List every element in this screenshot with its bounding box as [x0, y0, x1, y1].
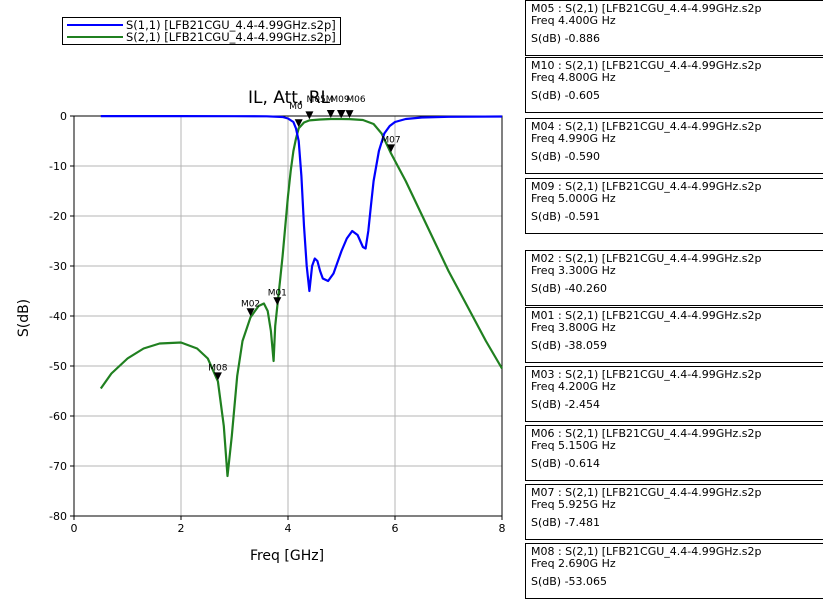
marker-label-m07: M07	[381, 135, 400, 145]
marker-readout-value: S(dB) -2.454	[531, 398, 601, 411]
marker-readout-value: S(dB) -0.886	[531, 32, 601, 45]
x-tick-label: 4	[285, 522, 292, 535]
marker-readout-value: S(dB) -0.591	[531, 210, 601, 223]
y-tick-label: -60	[49, 410, 67, 423]
marker-label-m08: M08	[208, 363, 227, 373]
marker-readout-header: M02 : S(2,1) [LFB21CGU_4.4-4.99GHz.s2p	[531, 252, 762, 265]
series-line-s21	[99, 117, 503, 478]
marker-overlap-label: M05M	[307, 95, 334, 105]
marker-readout-freq: Freq 5.150G Hz	[531, 439, 616, 452]
marker-readout-box: M05 : S(2,1) [LFB21CGU_4.4-4.99GHz.s2p Fr…	[525, 0, 823, 56]
x-tick-label: 2	[178, 522, 185, 535]
marker-triangle-m08	[213, 372, 222, 381]
legend-entry-s21: S(2,1) [LFB21CGU_4.4-4.99GHz.s2p]	[67, 31, 336, 43]
marker-readout-freq: Freq 3.800G Hz	[531, 321, 616, 334]
marker-readout-box: M10 : S(2,1) [LFB21CGU_4.4-4.99GHz.s2p Fr…	[525, 57, 823, 113]
marker-readout-header: M10 : S(2,1) [LFB21CGU_4.4-4.99GHz.s2p	[531, 59, 762, 72]
marker-readout-value: S(dB) -38.059	[531, 339, 608, 352]
marker-readout-freq: Freq 4.400G Hz	[531, 14, 616, 27]
legend-label-s21: S(2,1) [LFB21CGU_4.4-4.99GHz.s2p]	[126, 30, 336, 44]
chart-title: IL, Att, RL	[248, 88, 331, 108]
series-layer	[99, 115, 503, 478]
marker-readout-value: S(dB) -0.590	[531, 150, 601, 163]
marker-triangle-m03	[294, 119, 303, 128]
marker-triangle-m02	[246, 308, 255, 317]
y-tick-label: -10	[49, 160, 67, 173]
marker-overlap-label: M06	[346, 95, 365, 105]
marker-readout-freq: Freq 4.990G Hz	[531, 132, 616, 145]
marker-readout-header: M03 : S(2,1) [LFB21CGU_4.4-4.99GHz.s2p	[531, 368, 762, 381]
y-tick-label: -40	[49, 310, 67, 323]
series-line-s11	[100, 115, 503, 293]
marker-readout-value: S(dB) -7.481	[531, 516, 601, 529]
x-axis: 0 2 4 6 8	[71, 516, 506, 535]
marker-readout-box: M03 : S(2,1) [LFB21CGU_4.4-4.99GHz.s2p Fr…	[525, 366, 823, 422]
marker-readout-value: S(dB) -0.614	[531, 457, 601, 470]
marker-readout-freq: Freq 4.200G Hz	[531, 380, 616, 393]
marker-readout-panel: M05 : S(2,1) [LFB21CGU_4.4-4.99GHz.s2p Fr…	[525, 0, 823, 601]
marker-readout-header: M06 : S(2,1) [LFB21CGU_4.4-4.99GHz.s2p	[531, 427, 762, 440]
y-tick-label: -20	[49, 210, 67, 223]
legend: S(1,1) [LFB21CGU_4.4-4.99GHz.s2p] S(2,1)…	[62, 17, 341, 45]
x-tick-label: 0	[71, 522, 78, 535]
marker-readout-value: S(dB) -40.260	[531, 282, 608, 295]
marker-readout-freq: Freq 3.300G Hz	[531, 264, 616, 277]
marker-readout-box: M06 : S(2,1) [LFB21CGU_4.4-4.99GHz.s2p Fr…	[525, 425, 823, 481]
marker-triangle-m01	[273, 297, 282, 306]
y-axis-label: S(dB)	[16, 299, 32, 337]
y-tick-label: -80	[49, 510, 67, 523]
marker-readout-header: M04 : S(2,1) [LFB21CGU_4.4-4.99GHz.s2p	[531, 120, 762, 133]
y-tick-label: -30	[49, 260, 67, 273]
x-axis-label: Freq [GHz]	[250, 548, 324, 564]
marker-readout-freq: Freq 4.800G Hz	[531, 71, 616, 84]
marker-readout-box: M09 : S(2,1) [LFB21CGU_4.4-4.99GHz.s2p Fr…	[525, 178, 823, 234]
marker-label-m02: M02	[241, 299, 260, 309]
x-tick-label: 8	[499, 522, 506, 535]
marker-readout-box: M08 : S(2,1) [LFB21CGU_4.4-4.99GHz.s2p Fr…	[525, 543, 823, 599]
marker-triangle-m09	[337, 109, 346, 118]
marker-triangle-m10	[326, 110, 335, 119]
marker-label-m01: M01	[268, 288, 287, 298]
grid	[73, 115, 503, 517]
marker-readout-value: S(dB) -0.605	[531, 89, 601, 102]
marker-overlap-label: M09	[330, 95, 349, 105]
marker-readout-header: M01 : S(2,1) [LFB21CGU_4.4-4.99GHz.s2p	[531, 309, 762, 322]
marker-readout-header: M09 : S(2,1) [LFB21CGU_4.4-4.99GHz.s2p	[531, 180, 762, 193]
marker-readout-value: S(dB) -53.065	[531, 575, 608, 588]
marker-overlap-label: M0	[289, 102, 303, 112]
marker-triangle-m05	[305, 111, 314, 120]
marker-readout-box: M01 : S(2,1) [LFB21CGU_4.4-4.99GHz.s2p Fr…	[525, 307, 823, 363]
marker-triangle-m07	[386, 144, 395, 153]
legend-swatch-s21	[67, 36, 123, 38]
marker-readout-box: M02 : S(2,1) [LFB21CGU_4.4-4.99GHz.s2p Fr…	[525, 250, 823, 306]
marker-readout-freq: Freq 2.690G Hz	[531, 557, 616, 570]
legend-entry-s11: S(1,1) [LFB21CGU_4.4-4.99GHz.s2p]	[67, 19, 336, 31]
y-tick-label: 0	[60, 110, 67, 123]
marker-triangle-m06	[345, 110, 354, 119]
marker-readout-freq: Freq 5.000G Hz	[531, 192, 616, 205]
legend-label-s11: S(1,1) [LFB21CGU_4.4-4.99GHz.s2p]	[126, 18, 336, 32]
marker-readout-header: M07 : S(2,1) [LFB21CGU_4.4-4.99GHz.s2p	[531, 486, 762, 499]
marker-readout-header: M08 : S(2,1) [LFB21CGU_4.4-4.99GHz.s2p	[531, 545, 762, 558]
y-tick-label: -50	[49, 360, 67, 373]
y-axis: 0 -10 -20 -30 -40 -50 -60 -70 -80	[49, 110, 74, 523]
marker-readout-box: M04 : S(2,1) [LFB21CGU_4.4-4.99GHz.s2p Fr…	[525, 118, 823, 174]
marker-readout-box: M07 : S(2,1) [LFB21CGU_4.4-4.99GHz.s2p Fr…	[525, 484, 823, 540]
y-tick-label: -70	[49, 460, 67, 473]
x-tick-label: 6	[392, 522, 399, 535]
marker-readout-header: M05 : S(2,1) [LFB21CGU_4.4-4.99GHz.s2p	[531, 2, 762, 15]
marker-readout-freq: Freq 5.925G Hz	[531, 498, 616, 511]
legend-swatch-s11	[67, 24, 123, 26]
